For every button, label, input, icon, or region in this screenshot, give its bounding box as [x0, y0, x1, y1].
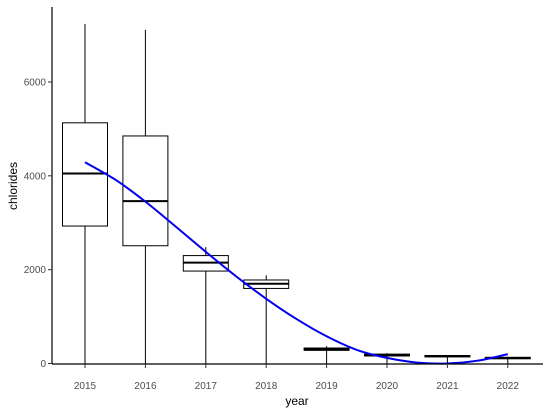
- x-tick-label: 2018: [255, 381, 278, 392]
- y-axis-label: chlorides: [6, 162, 20, 210]
- box-2018: [243, 275, 290, 364]
- x-tick-label: 2021: [436, 381, 459, 392]
- x-tick-label: 2020: [376, 381, 399, 392]
- y-tick-label: 0: [40, 359, 46, 370]
- x-tick-label: 2016: [134, 381, 157, 392]
- box-2021: [424, 354, 471, 364]
- box-2016: [122, 29, 169, 364]
- x-axis-label: year: [285, 394, 308, 408]
- box-2015: [62, 23, 108, 364]
- x-tick-label: 2019: [315, 381, 338, 392]
- plot-area: [62, 23, 531, 365]
- box-2017: [182, 247, 229, 364]
- y-tick-label: 2000: [24, 265, 47, 276]
- x-tick-label: 2015: [74, 381, 97, 392]
- y-tick-label: 4000: [24, 171, 47, 182]
- y-tick-label: 6000: [24, 78, 47, 89]
- box-2019: [303, 346, 350, 364]
- x-tick-label: 2017: [195, 381, 218, 392]
- x-tick-label: 2022: [497, 381, 520, 392]
